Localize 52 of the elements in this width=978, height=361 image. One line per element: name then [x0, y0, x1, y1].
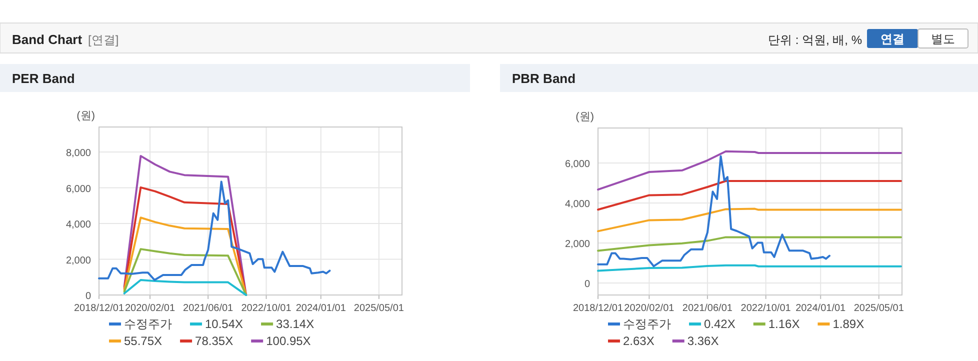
line-series	[597, 155, 830, 268]
chart-title: PBR Band	[512, 71, 576, 86]
y-tick-label: 0	[85, 291, 92, 302]
text: 단위 : 억원, 배, %	[768, 33, 862, 47]
legend-label: 수정주가	[623, 317, 671, 331]
y-axis-title: (원)	[76, 110, 95, 122]
line-series	[123, 248, 248, 296]
legend-label: 0.42X	[704, 317, 736, 331]
text: [연결]	[88, 33, 119, 47]
legend-label: 1.16X	[768, 317, 800, 331]
y-tick-label: 4,000	[66, 220, 92, 231]
x-tick-label: 2020/02/01	[624, 303, 675, 314]
x-tick-label: 2025/05/01	[854, 303, 904, 314]
line-series	[123, 278, 248, 296]
y-tick-label: 2,000	[564, 239, 590, 250]
x-tick-label: 2024/01/01	[796, 303, 846, 314]
text: 연결	[880, 32, 904, 46]
y-tick-label: 6,000	[66, 184, 92, 195]
x-tick-label: 2021/06/01	[183, 303, 234, 314]
legend-label: 55.75X	[124, 334, 162, 348]
x-tick-label: 2021/06/01	[682, 303, 733, 314]
legend-label: 10.54X	[205, 317, 244, 331]
legend-label: 78.35X	[195, 334, 234, 348]
legend-label: 3.36X	[687, 334, 719, 348]
y-tick-label: 2,000	[66, 255, 92, 266]
x-tick-label: 2025/05/01	[354, 303, 404, 314]
line-series	[597, 180, 902, 211]
y-tick-label: 6,000	[564, 159, 590, 170]
x-tick-label: 2018/12/01	[572, 303, 624, 314]
line-series	[597, 236, 902, 252]
legend-label: 2.63X	[623, 334, 654, 348]
y-tick-label: 8,000	[66, 148, 92, 160]
x-tick-label: 2020/02/01	[124, 303, 176, 314]
legend-label: 1.89X	[832, 317, 864, 331]
x-tick-label: 2022/10/01	[241, 303, 292, 314]
line-series	[123, 216, 248, 296]
x-tick-label: 2018/12/01	[74, 303, 124, 314]
line-series	[597, 150, 902, 191]
legend-label: 수정주가	[124, 317, 172, 331]
x-tick-label: 2022/10/01	[740, 303, 792, 314]
line-series	[597, 208, 902, 232]
chart-title: PER Band	[12, 71, 75, 86]
y-tick-label: 0	[584, 279, 590, 290]
x-tick-label: 2024/01/01	[296, 303, 346, 314]
line-series	[123, 154, 248, 296]
text: Band Chart	[12, 32, 83, 47]
y-tick-label: 4,000	[564, 199, 590, 210]
y-axis-title: (원)	[576, 111, 594, 123]
line-series	[98, 180, 331, 281]
text: 별도	[931, 32, 955, 46]
legend-label: 100.95X	[266, 334, 311, 348]
legend-label: 33.14X	[276, 317, 314, 331]
